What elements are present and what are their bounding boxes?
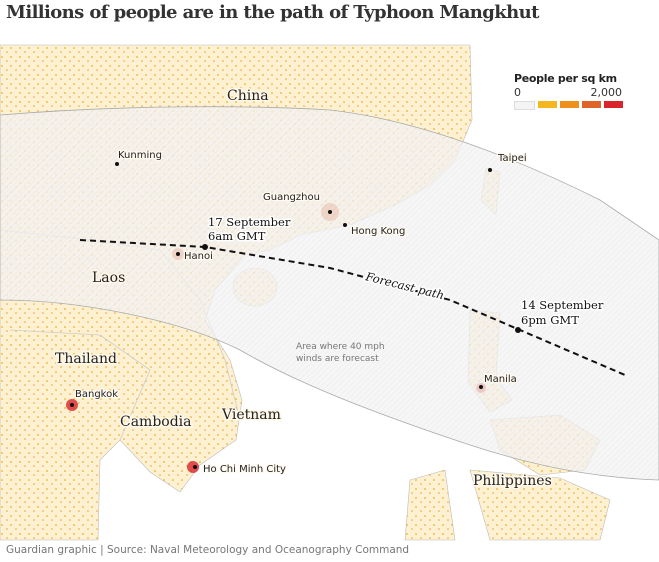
- map: Kunming Guangzhou Hong Kong Taipei Hanoi…: [0, 44, 659, 541]
- legend-title: People per sq km: [514, 72, 617, 85]
- chart-title: Millions of people are in the path of Ty…: [6, 2, 539, 23]
- city-label: Taipei: [497, 153, 527, 164]
- country-label: Philippines: [473, 473, 552, 489]
- country-label: Cambodia: [120, 414, 192, 430]
- city-label: Hanoi: [184, 251, 213, 262]
- legend-swatch: [582, 101, 601, 108]
- legend-swatch: [514, 101, 535, 110]
- source-footer: Guardian graphic | Source: Naval Meteoro…: [6, 544, 410, 556]
- start-time-label: 14 September: [521, 298, 604, 312]
- cone-label: Area where 40 mph: [296, 342, 385, 352]
- start-point: [515, 327, 521, 333]
- end-time-label: 6am GMT: [208, 229, 266, 243]
- city-label: Manila: [484, 374, 517, 385]
- country-label: Vietnam: [221, 407, 281, 423]
- city-label: Guangzhou: [263, 192, 320, 203]
- wind-cone: [0, 106, 659, 481]
- legend-swatch: [560, 101, 579, 108]
- legend-swatch: [538, 101, 557, 108]
- country-label: Thailand: [55, 351, 117, 367]
- city-label: Hong Kong: [351, 226, 405, 237]
- end-time-label: 17 September: [208, 215, 291, 229]
- legend-swatch: [604, 101, 623, 108]
- legend-min: 0: [514, 86, 521, 99]
- start-time-label: 6pm GMT: [521, 313, 579, 327]
- legend-swatches: [514, 101, 623, 110]
- forecast-path: [79, 239, 626, 376]
- city-label: Ho Chi Minh City: [203, 464, 286, 475]
- legend-max: 2,000: [590, 86, 623, 99]
- city-label: Bangkok: [75, 389, 118, 400]
- legend: People per sq km 0 2,000: [514, 72, 623, 110]
- country-labels: China Laos Thailand Cambodia Vietnam Phi…: [54, 87, 554, 491]
- country-label: Laos: [92, 270, 125, 286]
- cities: Kunming Guangzhou Hong Kong Taipei Hanoi…: [70, 149, 528, 476]
- cone-label: winds are forecast: [296, 354, 379, 364]
- end-point: [202, 244, 208, 250]
- city-label: Kunming: [118, 150, 162, 161]
- country-label: China: [227, 88, 269, 104]
